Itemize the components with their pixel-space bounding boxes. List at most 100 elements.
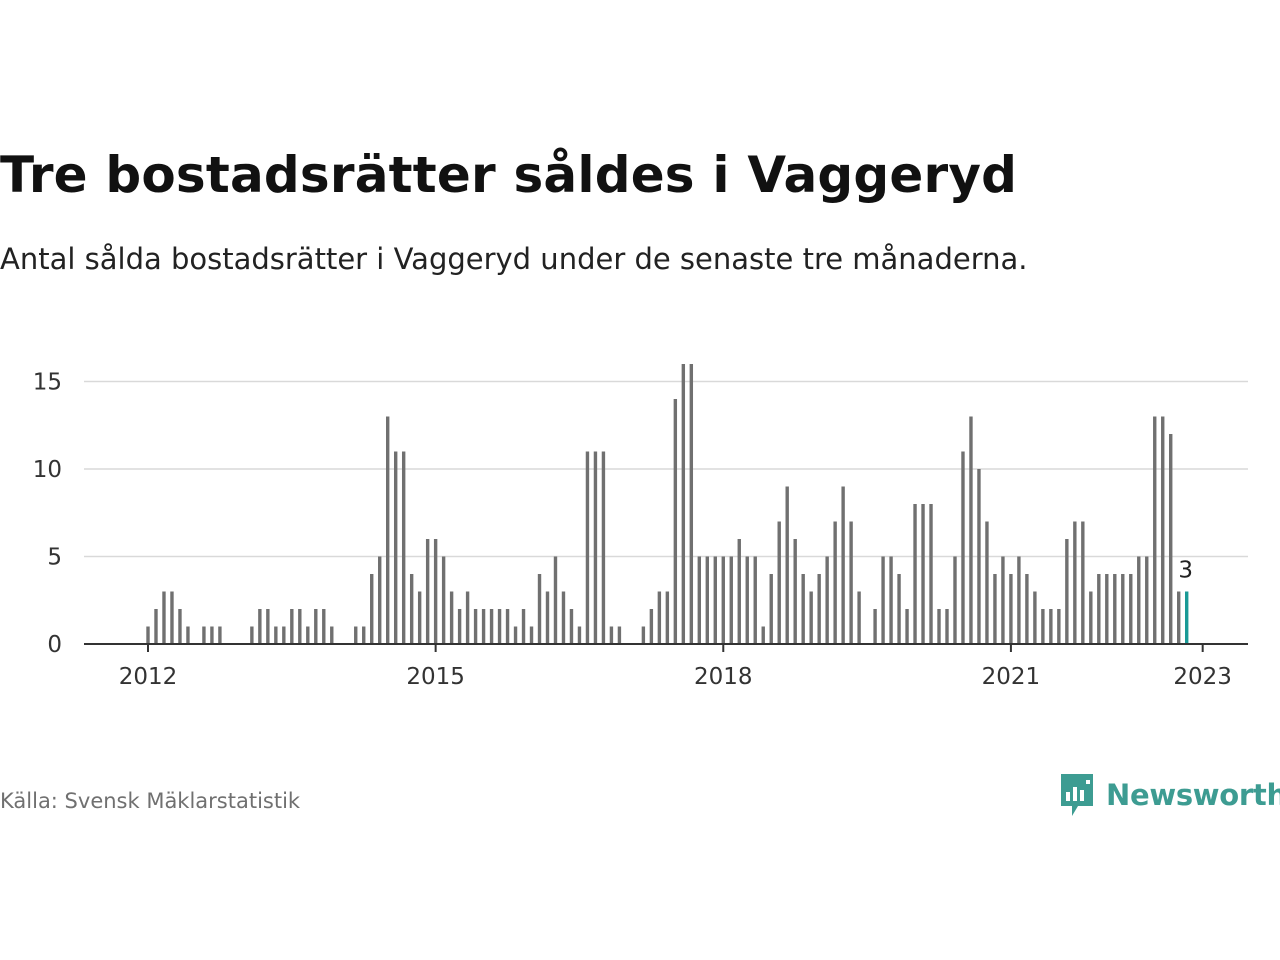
bar — [761, 626, 765, 644]
bar — [489, 609, 494, 644]
bar — [521, 609, 526, 644]
bar — [665, 591, 670, 644]
bar — [825, 556, 829, 644]
bar — [961, 451, 965, 644]
bar — [258, 609, 262, 644]
bar — [897, 574, 901, 644]
bar — [585, 451, 590, 644]
bar — [154, 609, 158, 644]
bar — [841, 486, 845, 644]
bar — [529, 626, 534, 644]
bar — [1097, 574, 1101, 644]
bars — [146, 364, 1189, 644]
bar — [745, 556, 749, 644]
bar — [705, 556, 709, 644]
bar — [593, 451, 598, 644]
bar — [186, 626, 190, 644]
bar — [857, 591, 861, 644]
bar — [1041, 609, 1045, 644]
bar — [969, 416, 973, 644]
bar — [1073, 521, 1077, 644]
bar — [793, 539, 797, 644]
bar — [250, 626, 254, 644]
bar — [473, 609, 478, 644]
bar — [689, 364, 694, 644]
bar — [937, 609, 941, 644]
bar — [1049, 609, 1053, 644]
bar — [785, 486, 789, 644]
brand-logo: Newsworthy — [1058, 772, 1280, 818]
bar — [1025, 574, 1029, 644]
bar — [673, 399, 678, 644]
bar — [298, 609, 302, 644]
bar — [290, 609, 294, 644]
bar — [1089, 591, 1093, 644]
bar — [1017, 556, 1021, 644]
bar — [441, 556, 446, 644]
x-tick-label: 2023 — [1173, 664, 1232, 690]
y-tick-label: 15 — [33, 370, 62, 396]
x-tick-label: 2012 — [119, 664, 178, 690]
bar — [146, 626, 150, 644]
bar — [801, 574, 805, 644]
bar — [505, 609, 510, 644]
bar — [833, 521, 837, 644]
bar — [889, 556, 893, 644]
bar — [417, 591, 422, 644]
bar — [218, 626, 222, 644]
bar — [386, 416, 390, 644]
bar — [409, 574, 414, 644]
bar — [977, 469, 981, 644]
bar — [1121, 574, 1125, 644]
bar — [1129, 574, 1133, 644]
bar-latest — [1185, 591, 1189, 644]
bar — [617, 626, 622, 644]
x-axis-ticks: 2012 2015 2018 2021 2023 — [119, 644, 1232, 690]
bar — [1137, 556, 1141, 644]
bar — [1057, 609, 1061, 644]
bar — [1033, 591, 1037, 644]
bar — [945, 609, 949, 644]
bar — [769, 574, 773, 644]
bar — [537, 574, 542, 644]
bar — [737, 539, 741, 644]
bar — [913, 504, 917, 644]
bar — [274, 626, 278, 644]
bar — [649, 609, 654, 644]
bar — [322, 609, 326, 644]
bar — [993, 574, 997, 644]
bar — [657, 591, 662, 644]
chart-title: Tre bostadsrätter såldes i Vaggeryd — [0, 146, 1018, 204]
bar — [809, 591, 813, 644]
brand-name: Newsworthy — [1106, 778, 1280, 812]
bar — [393, 451, 398, 644]
bar — [178, 609, 182, 644]
bar — [1145, 556, 1149, 644]
bar — [1009, 574, 1013, 644]
bar — [681, 364, 686, 644]
bar — [609, 626, 614, 644]
bar — [577, 626, 582, 644]
y-tick-label: 5 — [47, 545, 62, 571]
bar — [921, 504, 925, 644]
bar — [545, 591, 550, 644]
bar — [881, 556, 885, 644]
bar — [457, 609, 462, 644]
bar — [697, 556, 702, 644]
bar — [1161, 416, 1165, 644]
bar — [266, 609, 270, 644]
bar — [481, 609, 486, 644]
x-tick-label: 2018 — [694, 664, 753, 690]
bar — [1081, 521, 1085, 644]
bar — [953, 556, 957, 644]
bar — [553, 556, 558, 644]
bar — [362, 626, 366, 644]
bar — [753, 556, 757, 644]
y-tick-label: 0 — [47, 632, 62, 658]
y-axis-ticks: 0 5 10 15 — [33, 370, 62, 659]
bar — [433, 539, 438, 644]
bar — [282, 626, 286, 644]
bar — [817, 574, 821, 644]
x-tick-label: 2021 — [982, 664, 1041, 690]
bar — [354, 626, 358, 644]
